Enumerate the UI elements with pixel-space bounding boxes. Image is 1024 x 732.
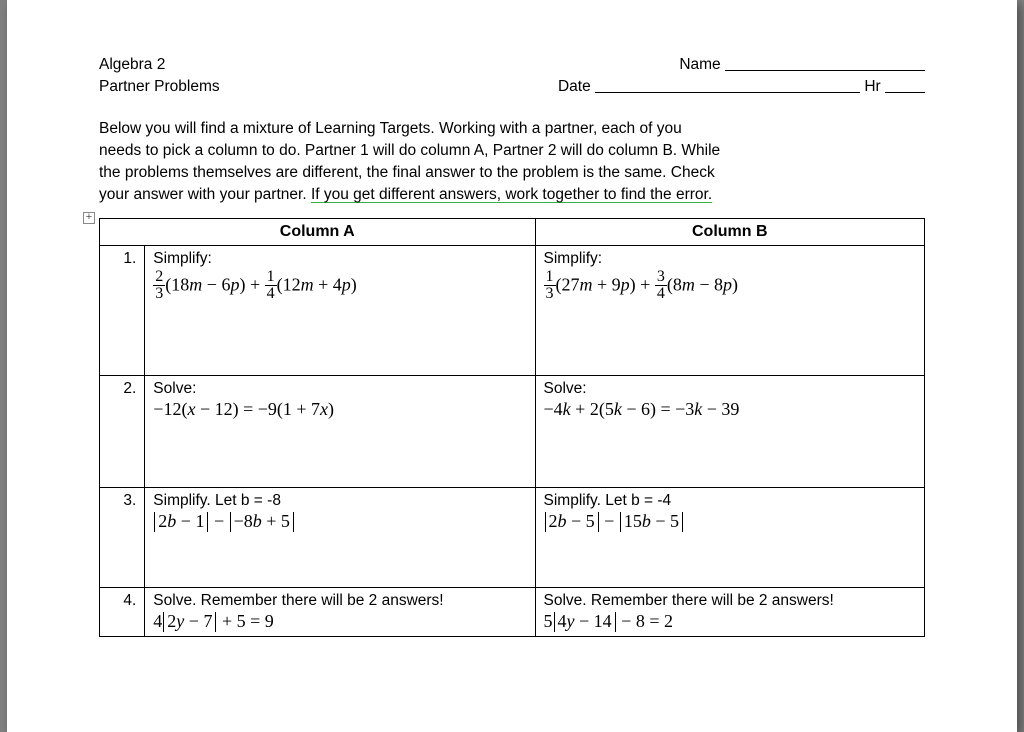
row-number: 4. bbox=[100, 588, 145, 637]
header-row-1: Algebra 2 Name bbox=[99, 56, 925, 74]
expression-3a: 2b − 1 − −8b + 5 bbox=[153, 512, 526, 532]
hr-label: Hr bbox=[864, 78, 880, 95]
expression-1a: 23(18m − 6p) + 14(12m + 4p) bbox=[153, 270, 526, 303]
prompt: Simplify. Let b = -8 bbox=[153, 492, 526, 510]
cell-3b: Simplify. Let b = -4 2b − 5 − 15b − 5 bbox=[535, 488, 924, 588]
cell-4a: Solve. Remember there will be 2 answers!… bbox=[145, 588, 535, 637]
row-number: 2. bbox=[100, 376, 145, 488]
cell-1a: Simplify: 23(18m − 6p) + 14(12m + 4p) bbox=[145, 246, 535, 376]
column-a-header: Column A bbox=[100, 219, 536, 246]
cell-1b: Simplify: 13(27m + 9p) + 34(8m − 8p) bbox=[535, 246, 924, 376]
table-row: 2. Solve: −12(x − 12) = −9(1 + 7x) Solve… bbox=[100, 376, 925, 488]
table-row: 4. Solve. Remember there will be 2 answe… bbox=[100, 588, 925, 637]
prompt: Simplify: bbox=[153, 250, 526, 268]
worksheet-subtitle: Partner Problems bbox=[99, 78, 220, 96]
table-anchor-icon: + bbox=[83, 212, 95, 224]
column-b-header: Column B bbox=[535, 219, 924, 246]
row-number: 3. bbox=[100, 488, 145, 588]
name-blank[interactable] bbox=[725, 70, 925, 71]
prompt: Solve: bbox=[544, 380, 916, 398]
date-field: Date Hr bbox=[558, 78, 925, 96]
expression-2b: −4k + 2(5k − 6) = −3k − 39 bbox=[544, 400, 916, 420]
instructions-line-1: Below you will find a mixture of Learnin… bbox=[99, 120, 682, 137]
worksheet-table: Column A Column B 1. Simplify: 23(18m − … bbox=[99, 218, 925, 637]
expression-4b: 54y − 14 − 8 = 2 bbox=[544, 612, 916, 632]
prompt: Simplify. Let b = -4 bbox=[544, 492, 916, 510]
prompt: Solve. Remember there will be 2 answers! bbox=[153, 592, 526, 610]
expression-4a: 42y − 7 + 5 = 9 bbox=[153, 612, 526, 632]
instructions: Below you will find a mixture of Learnin… bbox=[99, 118, 925, 206]
name-field: Name bbox=[679, 56, 925, 74]
cell-2b: Solve: −4k + 2(5k − 6) = −3k − 39 bbox=[535, 376, 924, 488]
course-title: Algebra 2 bbox=[99, 56, 165, 74]
prompt: Solve: bbox=[153, 380, 526, 398]
table-row: 1. Simplify: 23(18m − 6p) + 14(12m + 4p)… bbox=[100, 246, 925, 376]
instructions-line-2: needs to pick a column to do. Partner 1 … bbox=[99, 142, 720, 159]
cell-4b: Solve. Remember there will be 2 answers!… bbox=[535, 588, 924, 637]
hr-blank[interactable] bbox=[885, 92, 925, 93]
header-row-2: Partner Problems Date Hr bbox=[99, 78, 925, 96]
table-row: 3. Simplify. Let b = -8 2b − 1 − −8b + 5… bbox=[100, 488, 925, 588]
instructions-line-4u: If you get different answers, work toget… bbox=[311, 186, 712, 203]
document-page: Algebra 2 Name Partner Problems Date Hr … bbox=[7, 0, 1017, 732]
date-label: Date bbox=[558, 78, 591, 95]
cell-3a: Simplify. Let b = -8 2b − 1 − −8b + 5 bbox=[145, 488, 535, 588]
instructions-line-3: the problems themselves are different, t… bbox=[99, 164, 715, 181]
row-number: 1. bbox=[100, 246, 145, 376]
name-label: Name bbox=[679, 56, 720, 73]
prompt: Solve. Remember there will be 2 answers! bbox=[544, 592, 916, 610]
cell-2a: Solve: −12(x − 12) = −9(1 + 7x) bbox=[145, 376, 535, 488]
expression-1b: 13(27m + 9p) + 34(8m − 8p) bbox=[544, 270, 916, 303]
expression-3b: 2b − 5 − 15b − 5 bbox=[544, 512, 916, 532]
instructions-line-4a: your answer with your partner. bbox=[99, 186, 311, 203]
date-blank[interactable] bbox=[595, 92, 860, 93]
expression-2a: −12(x − 12) = −9(1 + 7x) bbox=[153, 400, 526, 420]
prompt: Simplify: bbox=[544, 250, 916, 268]
table-header-row: Column A Column B bbox=[100, 219, 925, 246]
